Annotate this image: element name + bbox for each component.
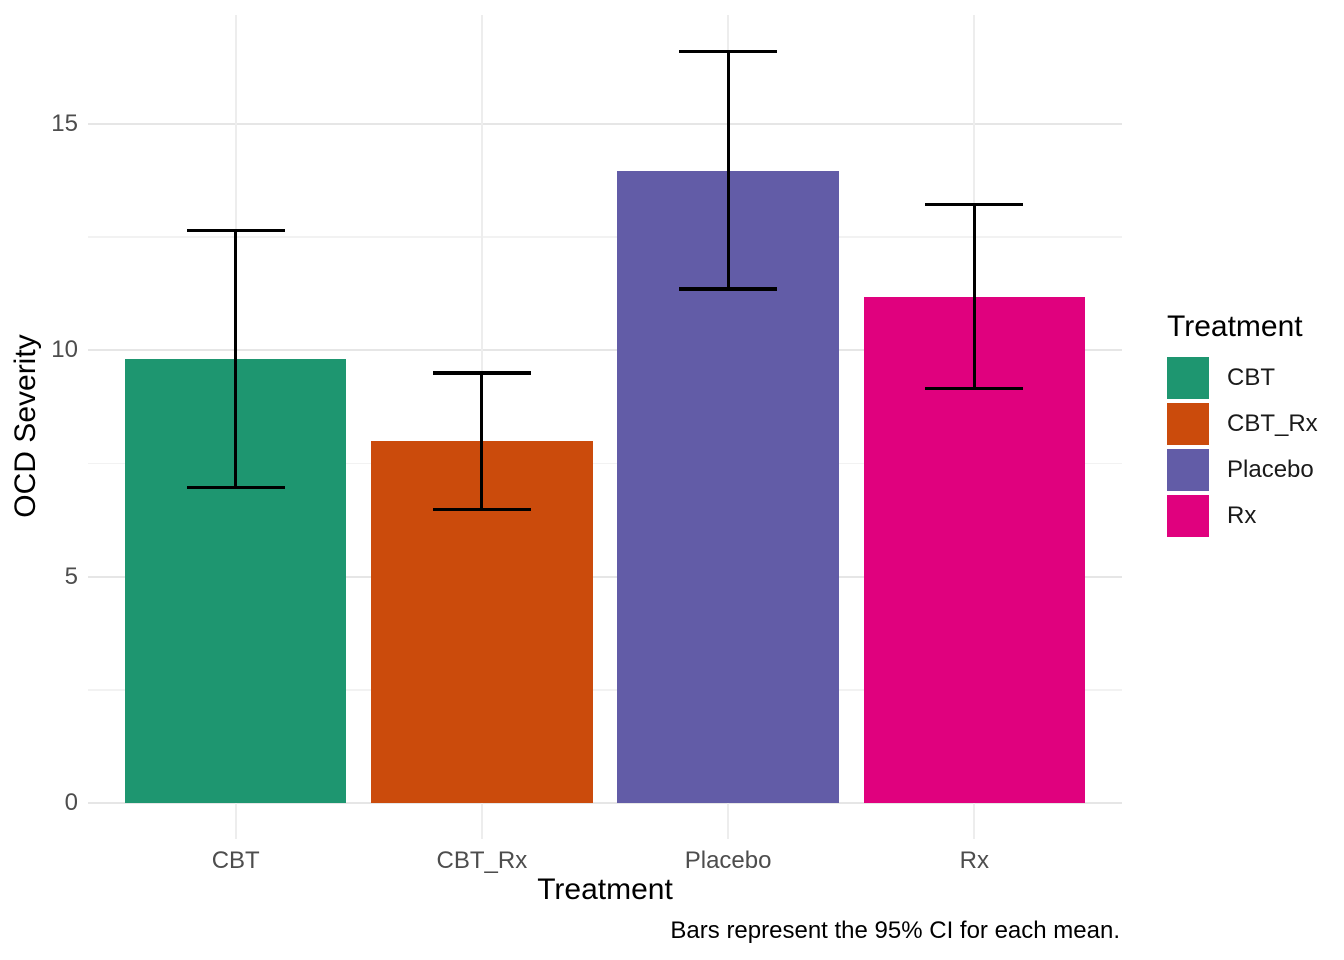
legend-items: CBT CBT_Rx Placebo Rx	[1167, 357, 1318, 537]
gridline-minor-y12.5	[88, 236, 1122, 238]
legend-swatch-Placebo	[1167, 449, 1209, 491]
errorbar-stem-Placebo	[726, 51, 730, 290]
gridline-major-y15	[88, 122, 1122, 125]
errorbar-cap-low-Placebo	[679, 287, 778, 291]
legend-label-CBT_Rx: CBT_Rx	[1227, 410, 1318, 437]
legend-label-Rx: Rx	[1227, 502, 1257, 529]
errorbar-cap-high-Rx	[925, 202, 1024, 207]
legend-swatch-Rx	[1167, 495, 1209, 537]
legend-swatch-CBT_Rx	[1167, 403, 1209, 445]
y-tick-label-5: 5	[64, 562, 78, 590]
errorbar-cap-low-CBT	[186, 485, 285, 490]
gridline-minor-y7.5	[88, 462, 1122, 465]
x-axis-title: Treatment	[537, 873, 673, 906]
x-tick-label-Placebo: Placebo	[684, 847, 772, 874]
legend-item-Placebo: Placebo	[1167, 449, 1318, 491]
y-tick-label-10: 10	[51, 336, 78, 364]
legend-label-CBT: CBT	[1227, 364, 1275, 391]
gridline-minor-y2.5	[88, 689, 1122, 691]
gridline-major-y5	[88, 575, 1122, 578]
gridline-major-y0	[88, 802, 1122, 804]
legend-item-CBT: CBT	[1167, 357, 1318, 399]
x-tick-label-CBT: CBT	[211, 847, 260, 874]
legend-label-Placebo: Placebo	[1227, 456, 1314, 483]
x-tick-label-Rx: Rx	[959, 847, 989, 874]
errorbar-stem-Rx	[972, 204, 976, 389]
legend-item-Rx: Rx	[1167, 495, 1318, 537]
errorbar-cap-low-Rx	[925, 386, 1024, 391]
x-tick-label-CBT_Rx: CBT_Rx	[436, 847, 528, 874]
errorbar-cap-low-CBT_Rx	[432, 507, 531, 512]
legend-title: Treatment	[1167, 310, 1303, 343]
legend-item-CBT_Rx: CBT_Rx	[1167, 403, 1318, 445]
errorbar-cap-high-CBT	[186, 228, 285, 233]
errorbar-cap-high-CBT_Rx	[432, 371, 531, 375]
y-tick-label-15: 15	[51, 109, 78, 137]
plot-panel	[88, 15, 1122, 839]
y-tick-label-0: 0	[64, 789, 78, 816]
legend: Treatment CBT CBT_Rx Placebo Rx	[1167, 311, 1318, 541]
chart-caption: Bars represent the 95% CI for each mean.	[670, 917, 1120, 944]
y-axis-title: OCD Severity	[9, 334, 42, 518]
legend-swatch-CBT	[1167, 357, 1209, 399]
errorbar-cap-high-Placebo	[679, 49, 778, 54]
gridline-major-y10	[88, 349, 1122, 352]
errorbar-stem-CBT_Rx	[480, 372, 484, 510]
errorbar-stem-CBT	[234, 230, 238, 488]
